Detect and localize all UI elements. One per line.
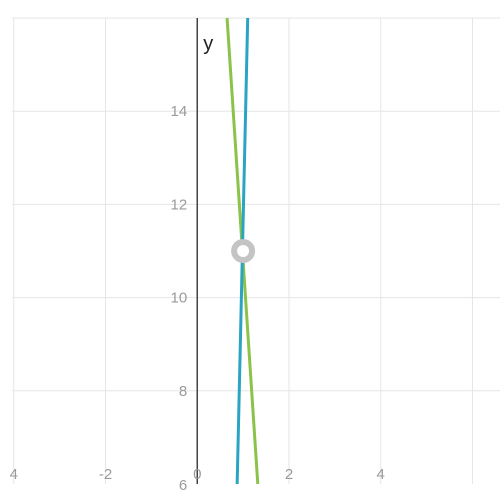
grid [12, 17, 500, 484]
x-tick-label: 2 [285, 466, 293, 483]
x-tick-label: 4 [10, 466, 18, 483]
y-axis-label: y [203, 33, 213, 55]
y-tick-label: 14 [171, 103, 188, 120]
x-tick-label: 0 [193, 466, 201, 483]
x-tick-label: -2 [99, 466, 112, 483]
y-tick-label: 12 [171, 196, 188, 213]
tick-labels: 4 -2 0 2 4 6 8 10 12 14 [10, 103, 385, 494]
x-tick-label: 4 [377, 466, 385, 483]
intersection-point[interactable] [231, 239, 256, 263]
axes: y [196, 18, 213, 484]
y-tick-label: 10 [171, 290, 188, 307]
points [231, 239, 256, 263]
y-tick-label: 8 [179, 383, 187, 400]
y-tick-label: 6 [179, 477, 187, 494]
